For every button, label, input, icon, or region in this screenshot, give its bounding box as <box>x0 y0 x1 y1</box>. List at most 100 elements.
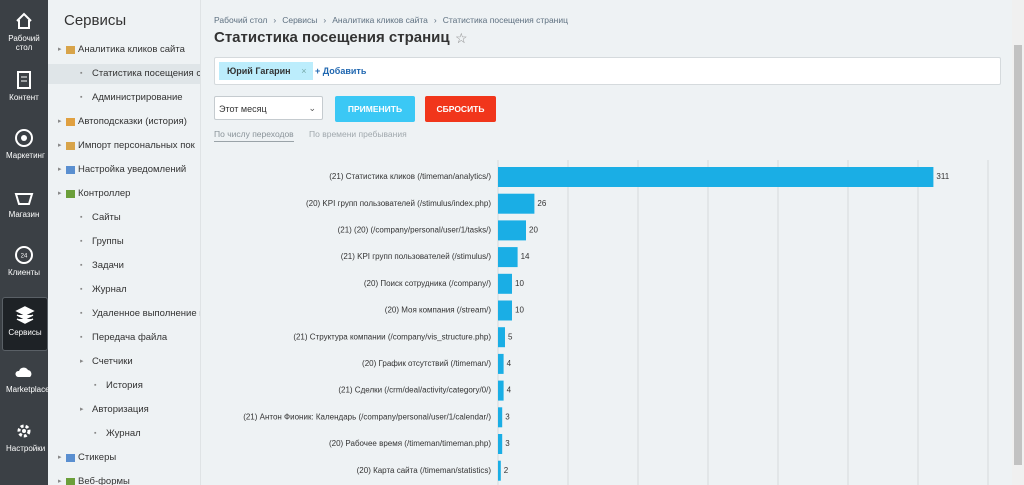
value-label: 4 <box>507 386 512 395</box>
value-label: 26 <box>537 199 546 208</box>
star[interactable]: ☆ <box>455 30 468 46</box>
bar <box>498 300 512 321</box>
menu-label: Передача файла <box>92 332 168 343</box>
menu-item[interactable]: ▸ Счетчики <box>48 352 200 372</box>
menu-icon <box>66 454 75 462</box>
tab[interactable]: По времени пребывания <box>309 129 407 139</box>
menu-item[interactable]: ▪ Журнал <box>48 424 200 444</box>
menu-marker: ▸ <box>58 46 62 53</box>
menu-label: Журнал <box>92 284 127 295</box>
breadcrumb[interactable]: Рабочий стол <box>214 15 268 25</box>
scroll-thumb[interactable] <box>1014 45 1022 465</box>
menu-label: Контроллер <box>78 188 131 199</box>
menu-item[interactable]: ▪ Удаленное выполнение ко <box>48 304 200 324</box>
category-label: (20) Карта сайта (/timeman/statistics) <box>357 466 492 475</box>
menu-label: Стикеры <box>78 452 117 463</box>
filter-tag-label: Юрий Гагарин <box>227 66 291 76</box>
menu-item[interactable]: ▸ Импорт персональных пок <box>48 136 200 156</box>
menu-item[interactable]: ▪ История <box>48 376 200 396</box>
menu-item[interactable]: ▪ Администрирование <box>48 88 200 108</box>
menu-item[interactable]: ▸ Автоподсказки (история) <box>48 112 200 132</box>
menu-item[interactable]: ▸ Стикеры <box>48 448 200 468</box>
sidebar: Рабочий стол Контент Маркетинг Магазин 24 Кли… <box>0 0 50 485</box>
bar <box>498 247 518 268</box>
sidebar-icon <box>16 12 32 29</box>
menu-label: Авторизация <box>92 404 149 415</box>
menu-marker: ▪ <box>80 94 83 101</box>
value-label: 311 <box>936 172 949 181</box>
bar <box>498 460 501 481</box>
sidebar-icon <box>15 305 35 324</box>
tab-active[interactable]: По числу переходов <box>214 129 294 142</box>
breadcrumb[interactable]: Сервисы <box>282 15 318 25</box>
sidebar-icon: 24 <box>15 246 33 264</box>
category-label: (20) Поиск сотрудника (/company/) <box>364 279 491 288</box>
menu-icon <box>66 46 75 54</box>
period-select[interactable]: Этот месяц ⌄ <box>214 96 323 120</box>
sidebar-item[interactable]: Marketplace <box>2 355 50 407</box>
menu-item[interactable]: ▪ Задачи <box>48 256 200 276</box>
menu-marker: ▪ <box>80 70 83 77</box>
sidebar-label: Магазин <box>8 209 40 219</box>
menu-icon <box>66 118 75 126</box>
menu-marker: ▪ <box>80 334 83 341</box>
category-label: (21) (20) (/company/personal/user/1/task… <box>338 226 492 235</box>
bar <box>498 193 535 214</box>
menu-label: Аналитика кликов сайта <box>78 44 185 55</box>
breadcrumb[interactable]: Аналитика кликов сайта <box>332 15 428 25</box>
menu-marker: ▪ <box>94 382 97 389</box>
menu-item[interactable]: ▸ Настройка уведомлений <box>48 160 200 180</box>
breadcrumb[interactable]: Статистика посещения страниц <box>442 15 568 25</box>
bar <box>498 380 504 401</box>
menu-icon <box>66 478 75 485</box>
value-label: 20 <box>529 226 538 235</box>
menu-marker: ▸ <box>58 478 62 485</box>
sidebar-item[interactable]: Настройки <box>2 414 46 466</box>
category-label: (20) KPI групп пользователей (/stimulus/… <box>306 199 491 208</box>
menu-label: Веб-формы <box>78 476 130 485</box>
menu-item[interactable]: ▸ Веб-формы <box>48 472 200 485</box>
sidebar-icon <box>15 367 32 377</box>
sidebar-item[interactable]: Контент <box>2 63 46 115</box>
add-filter[interactable]: + Добавить <box>315 66 367 76</box>
category-label: (21) KPI групп пользователей (/stimulus/… <box>341 252 492 261</box>
menu-item[interactable]: ▪ Группы <box>48 232 200 252</box>
menu-marker: ▸ <box>80 406 84 413</box>
menu-label: Импорт персональных пок <box>78 140 195 151</box>
menu-label: Удаленное выполнение ко <box>92 308 200 319</box>
menu-label: Журнал <box>106 428 141 439</box>
bar <box>498 353 504 374</box>
menu-item[interactable]: ▪ Журнал <box>48 280 200 300</box>
menu-item[interactable]: ▸ Контроллер <box>48 184 200 204</box>
sidebar-label: Сервисы <box>8 327 42 337</box>
bar <box>498 327 505 348</box>
sidebar-item[interactable]: 24 Клиенты <box>2 238 46 290</box>
menu-icon <box>66 190 75 198</box>
menu-item[interactable]: ▪ Сайты <box>48 208 200 228</box>
crumb-sep: › <box>433 15 437 25</box>
sidebar-item[interactable]: Маркетинг <box>2 121 46 173</box>
apply-button[interactable]: ПРИМЕНИТЬ <box>335 96 415 122</box>
sidebar-icon <box>15 129 33 147</box>
sidebar-item[interactable]: Сервисы <box>2 296 48 351</box>
menu-label: Сайты <box>92 212 121 223</box>
category-label: (21) Структура компании (/company/vis_st… <box>293 332 491 341</box>
scrollbar[interactable] <box>1012 0 1024 485</box>
value-label: 3 <box>505 412 510 421</box>
sidebar-item[interactable]: Магазин <box>2 180 46 232</box>
sidebar-item[interactable]: Рабочий стол <box>2 4 46 56</box>
filter-box[interactable]: Юрий Гагарин × + Добавить <box>214 57 1001 85</box>
menu-item[interactable]: ▪ Статистика посещения стр <box>48 64 200 84</box>
filter-tag[interactable]: Юрий Гагарин × <box>219 62 313 80</box>
period-label: Этот месяц <box>219 104 267 114</box>
reset-button[interactable]: СБРОСИТЬ <box>425 96 496 122</box>
value-label: 4 <box>507 359 512 368</box>
category-label: (20) Рабочее время (/timeman/timeman.php… <box>329 439 491 448</box>
menu-label: Счетчики <box>92 356 133 367</box>
sidebar-label: Контент <box>9 92 39 102</box>
menu-item[interactable]: ▸ Авторизация <box>48 400 200 420</box>
menu-marker: ▪ <box>80 214 83 221</box>
menu-item[interactable]: ▪ Передача файла <box>48 328 200 348</box>
menu-item[interactable]: ▸ Аналитика кликов сайта <box>48 40 200 60</box>
